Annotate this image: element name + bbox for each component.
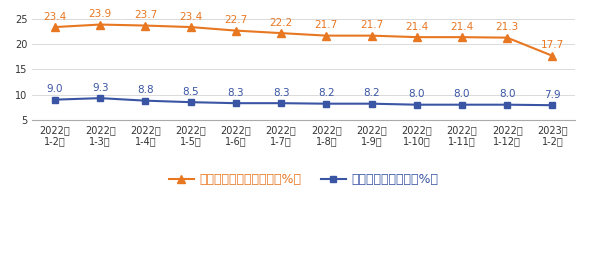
电信业务收入增速（%） <box>504 103 511 106</box>
电信业务总量累计增速（%） <box>232 29 240 32</box>
电信业务收入增速（%） <box>368 102 375 105</box>
Text: 23.7: 23.7 <box>134 10 157 20</box>
Text: 8.3: 8.3 <box>273 88 289 98</box>
Text: 9.0: 9.0 <box>47 84 63 94</box>
Text: 21.7: 21.7 <box>314 20 338 30</box>
Text: 7.9: 7.9 <box>544 90 560 100</box>
电信业务收入增速（%） <box>549 104 556 107</box>
Text: 8.2: 8.2 <box>318 88 335 98</box>
Text: 8.3: 8.3 <box>228 88 244 98</box>
Text: 9.3: 9.3 <box>92 82 109 93</box>
Text: 22.2: 22.2 <box>270 18 293 28</box>
电信业务收入增速（%） <box>142 99 149 102</box>
Text: 21.4: 21.4 <box>450 22 474 32</box>
电信业务收入增速（%） <box>232 101 240 105</box>
电信业务收入增速（%） <box>51 98 58 101</box>
电信业务总量累计增速（%） <box>458 35 466 39</box>
电信业务收入增速（%） <box>458 103 466 106</box>
Text: 23.4: 23.4 <box>179 12 202 21</box>
Line: 电信业务总量累计增速（%）: 电信业务总量累计增速（%） <box>51 20 556 60</box>
电信业务收入增速（%） <box>323 102 330 105</box>
Text: 21.3: 21.3 <box>496 22 519 32</box>
电信业务总量累计增速（%） <box>504 36 511 39</box>
电信业务总量累计增速（%） <box>368 34 375 37</box>
Text: 8.0: 8.0 <box>454 89 470 99</box>
电信业务总量累计增速（%） <box>323 34 330 37</box>
电信业务总量累计增速（%） <box>413 35 420 39</box>
电信业务总量累计增速（%） <box>549 54 556 57</box>
电信业务总量累计增速（%） <box>187 25 194 29</box>
Text: 8.5: 8.5 <box>182 87 199 97</box>
Text: 21.7: 21.7 <box>360 20 383 30</box>
电信业务总量累计增速（%） <box>277 31 284 35</box>
Line: 电信业务收入增速（%）: 电信业务收入增速（%） <box>51 95 556 109</box>
Text: 8.8: 8.8 <box>137 85 154 95</box>
电信业务总量累计增速（%） <box>97 23 104 26</box>
电信业务收入增速（%） <box>187 101 194 104</box>
电信业务收入增速（%） <box>97 97 104 100</box>
Text: 23.4: 23.4 <box>43 12 67 21</box>
Text: 8.0: 8.0 <box>499 89 516 99</box>
电信业务总量累计增速（%） <box>142 24 149 27</box>
Text: 22.7: 22.7 <box>224 15 247 25</box>
Text: 21.4: 21.4 <box>405 22 428 32</box>
电信业务总量累计增速（%） <box>51 25 58 29</box>
Legend: 电信业务总量累计增速（%）, 电信业务收入增速（%）: 电信业务总量累计增速（%）, 电信业务收入增速（%） <box>163 168 444 191</box>
Text: 8.0: 8.0 <box>408 89 425 99</box>
Text: 23.9: 23.9 <box>88 9 112 19</box>
电信业务收入增速（%） <box>413 103 420 106</box>
Text: 17.7: 17.7 <box>541 40 564 50</box>
电信业务收入增速（%） <box>277 101 284 105</box>
Text: 8.2: 8.2 <box>363 88 380 98</box>
